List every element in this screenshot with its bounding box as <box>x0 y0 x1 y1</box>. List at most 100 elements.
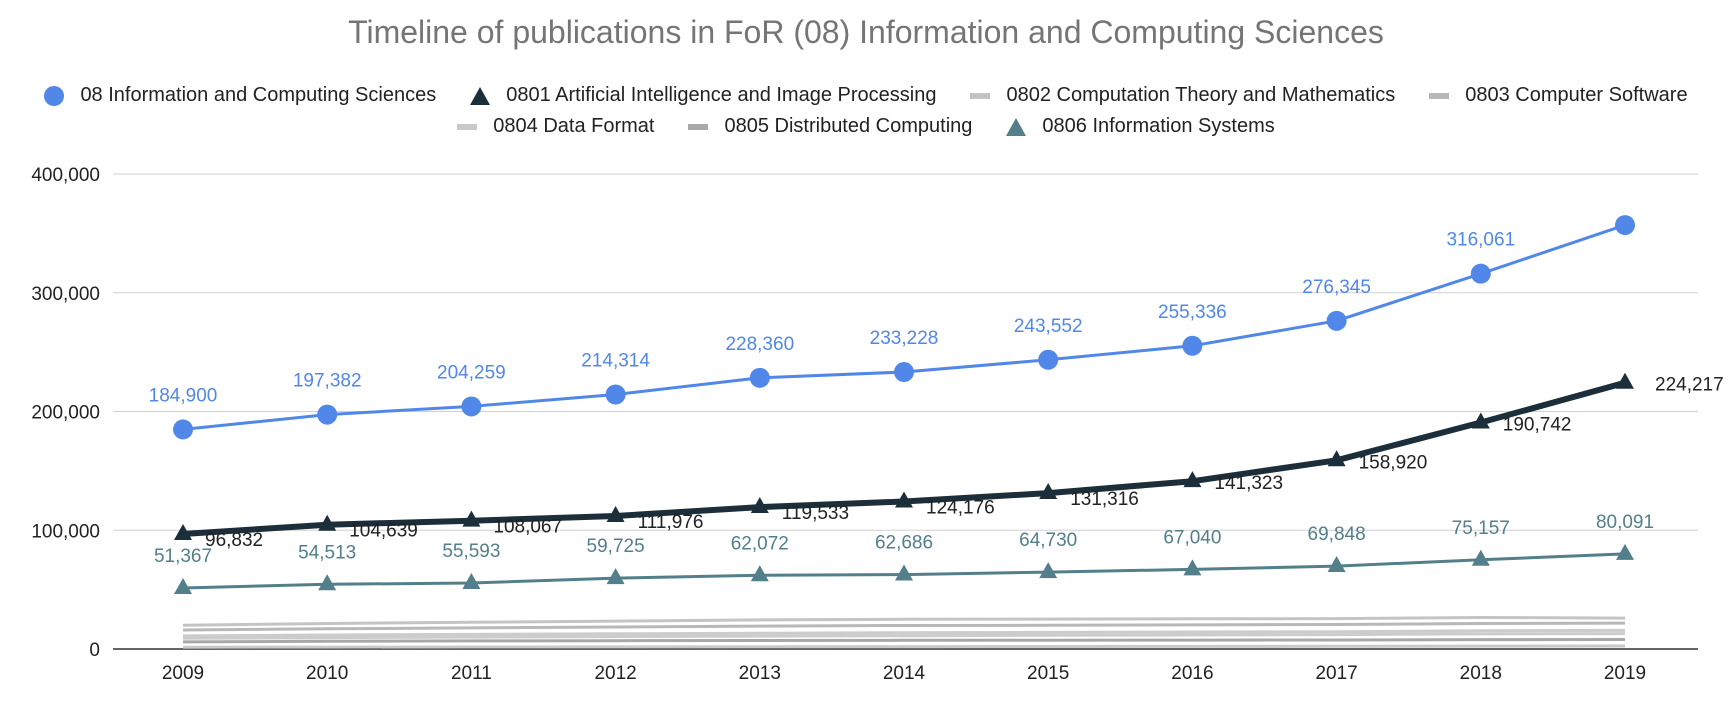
legend-label: 0803 Computer Software <box>1465 84 1688 106</box>
x-tick-label: 2019 <box>1604 663 1646 684</box>
data-label: 96,832 <box>205 530 263 551</box>
data-label: 62,072 <box>731 533 789 554</box>
data-label: 64,730 <box>1019 530 1077 551</box>
x-tick-label: 2014 <box>883 663 926 684</box>
data-point <box>1615 215 1635 236</box>
legend-item: 0802 Computation Theory and Mathematics <box>970 84 1395 107</box>
data-label: 233,228 <box>870 328 939 349</box>
data-point <box>750 497 769 514</box>
triangle-marker-icon <box>1006 116 1028 138</box>
data-point <box>894 362 914 383</box>
data-label: 119,533 <box>782 503 849 524</box>
data-label: 59,725 <box>587 536 645 557</box>
data-label: 54,513 <box>298 542 356 563</box>
data-label: 124,176 <box>926 498 995 519</box>
data-point <box>1327 450 1346 467</box>
legend-label: 08 Information and Computing Sciences <box>80 84 437 106</box>
series-line <box>182 644 1626 649</box>
x-tick-label: 2010 <box>306 663 348 684</box>
data-label: 51,367 <box>154 546 212 567</box>
data-point <box>1038 349 1059 370</box>
data-label: 62,686 <box>875 533 933 554</box>
legend-label: 0801 Artificial Intelligence and Image P… <box>506 84 937 106</box>
series-line <box>182 621 1626 632</box>
legend-row-1: 08 Information and Computing Sciences 080… <box>0 80 1732 111</box>
data-point <box>462 572 481 589</box>
data-point <box>1616 543 1634 560</box>
data-point <box>462 510 481 527</box>
data-point <box>1182 335 1203 356</box>
legend-label: 0806 Information Systems <box>1042 115 1275 137</box>
triangle-marker-icon <box>470 85 492 107</box>
data-point <box>1327 556 1346 573</box>
legend-label: 0805 Distributed Computing <box>724 115 973 137</box>
data-label: 243,552 <box>1014 316 1083 337</box>
legend-item: 0806 Information Systems <box>1006 115 1275 138</box>
data-label: 190,742 <box>1503 414 1572 435</box>
data-point <box>174 524 192 541</box>
data-point <box>895 564 913 581</box>
data-label: 276,345 <box>1302 277 1371 298</box>
x-tick-label: 2009 <box>162 663 204 684</box>
legend-label: 0802 Computation Theory and Mathematics <box>1006 84 1396 106</box>
y-tick-label: 400,000 <box>31 165 100 186</box>
data-point <box>606 568 625 585</box>
chart-title: Timeline of publications in FoR (08) Inf… <box>348 14 1384 50</box>
series-line-minor <box>182 632 1626 640</box>
x-tick-label: 2011 <box>451 663 492 684</box>
data-label: 131,316 <box>1070 489 1139 510</box>
data-point <box>1039 562 1058 579</box>
line-marker-icon <box>1429 85 1451 107</box>
data-point <box>749 367 770 388</box>
x-tick-label: 2018 <box>1460 663 1502 684</box>
data-label: 197,382 <box>293 371 362 392</box>
series-line-minor <box>182 628 1626 638</box>
legend-row-2: 0804 Data Format 0805 Distributed Computi… <box>0 111 1732 142</box>
data-label: 214,314 <box>581 351 650 372</box>
y-tick-label: 300,000 <box>31 284 100 305</box>
data-label: 158,920 <box>1359 452 1428 473</box>
legend-label: 0804 Data Format <box>493 115 655 137</box>
data-label: 69,848 <box>1308 524 1366 545</box>
series-line <box>182 638 1626 644</box>
data-point <box>318 514 337 531</box>
data-point <box>750 565 769 582</box>
data-point <box>895 491 913 508</box>
data-label: 224,217 <box>1655 375 1724 396</box>
data-label: 228,360 <box>725 334 794 355</box>
x-tick-label: 2015 <box>1027 663 1069 684</box>
data-point <box>1326 310 1347 331</box>
legend-item: 08 Information and Computing Sciences <box>44 84 436 107</box>
data-label: 141,323 <box>1214 473 1283 494</box>
y-tick-label: 100,000 <box>31 521 100 542</box>
data-point <box>1471 549 1490 566</box>
y-tick-label: 200,000 <box>31 403 100 424</box>
circle-marker-icon <box>44 85 66 107</box>
data-label: 67,040 <box>1163 527 1221 548</box>
line-marker-icon <box>970 85 992 107</box>
data-point <box>174 578 192 595</box>
data-point <box>1039 483 1058 500</box>
x-tick-label: 2012 <box>594 663 636 684</box>
legend-item: 0803 Computer Software <box>1429 84 1688 107</box>
data-point <box>318 574 337 591</box>
data-point <box>1183 559 1202 576</box>
data-label: 108,067 <box>493 517 562 538</box>
data-point <box>1183 471 1202 488</box>
data-point <box>1470 263 1491 284</box>
data-point <box>606 506 625 523</box>
data-point <box>317 404 338 425</box>
x-tick-label: 2017 <box>1315 663 1357 684</box>
data-label: 184,900 <box>149 385 218 406</box>
data-label: 104,639 <box>349 521 418 542</box>
data-label: 55,593 <box>442 541 500 562</box>
data-point <box>605 384 626 405</box>
data-label: 316,061 <box>1446 230 1515 251</box>
legend-item: 0805 Distributed Computing <box>688 115 972 138</box>
x-tick-label: 2016 <box>1171 663 1213 684</box>
data-label: 255,336 <box>1158 302 1227 323</box>
line-marker-icon <box>688 116 710 138</box>
series-line <box>182 616 1626 627</box>
legend-item: 0801 Artificial Intelligence and Image P… <box>470 84 936 107</box>
